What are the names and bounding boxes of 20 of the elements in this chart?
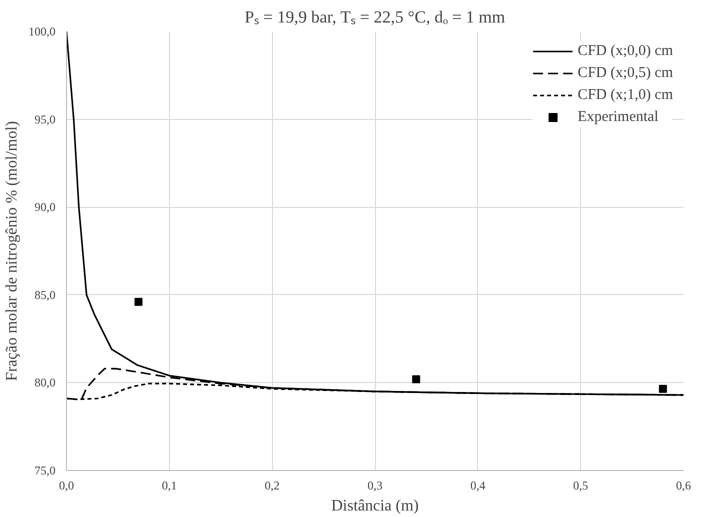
y-tick-label: 90,0: [34, 200, 56, 214]
x-tick-label: 0,3: [368, 478, 382, 492]
x-tick-label: 0,0: [59, 478, 74, 492]
legend-label: Experimental: [578, 108, 658, 126]
y-tick-label: 95,0: [34, 112, 56, 126]
legend-label: CFD (x;1,0) cm: [578, 86, 673, 104]
x-tick-label: 0,5: [573, 478, 588, 492]
y-tick-label: 75,0: [34, 464, 56, 478]
legend-label: CFD (x;0,5) cm: [578, 64, 673, 82]
legend-label: CFD (x;0,0) cm: [578, 42, 673, 60]
x-tick-label: 0,1: [162, 478, 177, 492]
y-axis-title: Fração molar de nitrogênio % (mol/mol): [4, 121, 20, 381]
y-tick-label: 100,0: [28, 24, 56, 38]
x-tick-label: 0,4: [470, 478, 486, 492]
x-tick-label: 0,2: [264, 478, 280, 492]
x-axis-title: Distância (m): [331, 498, 419, 514]
y-tick-label: 85,0: [34, 288, 56, 302]
x-tick-label: 0,6: [676, 478, 691, 492]
chart-title: Pₛ = 19,9 bar, Tₛ = 22,5 °C, dₒ = 1 mm: [244, 8, 506, 26]
y-tick-label: 80,0: [34, 376, 56, 390]
